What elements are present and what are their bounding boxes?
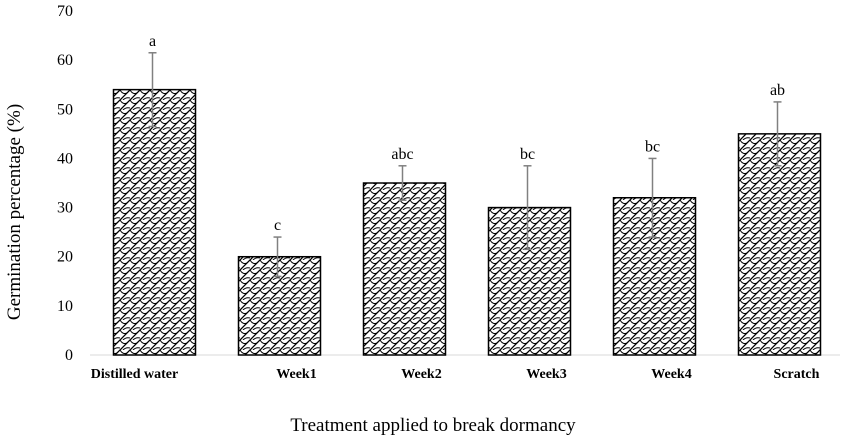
x-tick-label: Week4 bbox=[651, 367, 691, 382]
bar bbox=[362, 182, 447, 356]
y-tick-label: 0 bbox=[65, 347, 73, 364]
significance-letter: bc bbox=[645, 138, 660, 155]
y-axis-title: Germination percentage (%) bbox=[4, 104, 25, 320]
significance-letter: bc bbox=[520, 146, 535, 163]
y-tick-label: 20 bbox=[57, 249, 73, 266]
bar bbox=[112, 88, 197, 356]
significance-letter: ab bbox=[770, 82, 785, 99]
significance-letter: abc bbox=[391, 146, 413, 163]
bar bbox=[237, 255, 322, 356]
bar bbox=[487, 206, 572, 356]
significance-letter: c bbox=[274, 217, 281, 234]
category-labels-group: Distilled water Week1 Week2 Week3 Week4 Scrat… bbox=[91, 367, 820, 382]
x-tick-label: Week2 bbox=[401, 367, 441, 382]
x-tick-label: Scratch bbox=[774, 367, 820, 382]
significance-letter: a bbox=[149, 33, 156, 50]
y-tick-label: 10 bbox=[57, 298, 73, 315]
bar bbox=[737, 133, 822, 356]
bar bbox=[612, 196, 697, 356]
y-tick-label: 40 bbox=[57, 150, 73, 167]
x-tick-label: Distilled water bbox=[91, 367, 178, 382]
error-bars-group bbox=[148, 52, 782, 278]
bars-group bbox=[112, 88, 822, 356]
significance-letters-group: a c abc bc bc ab bbox=[149, 33, 785, 234]
y-axis-ticks: 0 10 20 30 40 50 60 70 bbox=[57, 3, 73, 364]
y-tick-label: 70 bbox=[57, 3, 73, 20]
x-tick-label: Week1 bbox=[276, 367, 316, 382]
y-tick-label: 50 bbox=[57, 101, 73, 118]
y-tick-label: 60 bbox=[57, 52, 73, 69]
x-tick-label: Week3 bbox=[526, 367, 566, 382]
y-tick-label: 30 bbox=[57, 200, 73, 217]
x-axis-title: Treatment applied to break dormancy bbox=[290, 415, 576, 436]
